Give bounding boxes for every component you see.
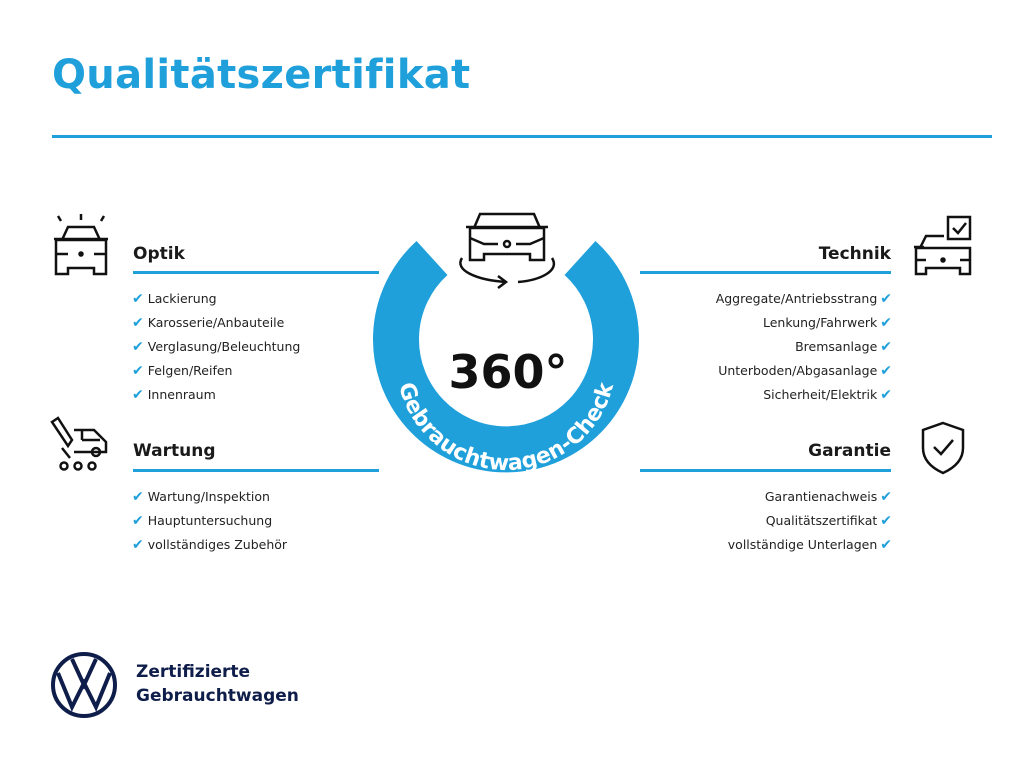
list-item: ✔ Felgen/Reifen [132, 363, 233, 379]
list-item: ✔ Innenraum [132, 387, 216, 403]
badge-number: 360° [448, 345, 567, 399]
check-icon: ✔ [132, 339, 144, 355]
list-item: Garantienachweis ✔ [764, 489, 892, 505]
list-item: Lenkung/Fahrwerk ✔ [763, 315, 892, 331]
list-item: Qualitätszertifikat ✔ [765, 513, 892, 529]
list-item: Sicherheit/Elektrik ✔ [763, 387, 892, 403]
check-icon: ✔ [132, 489, 144, 505]
section-heading-wartung: Wartung [133, 441, 216, 461]
list-item: ✔ Lackierung [132, 291, 217, 307]
list-item: vollständige Unterlagen ✔ [727, 537, 892, 553]
list-item: ✔ Hauptuntersuchung [132, 513, 273, 529]
wartung-list: ✔ Wartung/Inspektion ✔ Hauptuntersuchung ✔… [132, 485, 287, 557]
list-item: Unterboden/Abgasanlage ✔ [718, 363, 892, 379]
title-divider [52, 135, 992, 138]
360-check-badge: Gebrauchtwagen-Check 360° [373, 212, 639, 476]
check-icon: ✔ [880, 387, 892, 403]
section-divider-technik [640, 271, 891, 274]
list-item: ✔ Verglasung/Beleuchtung [132, 339, 301, 355]
check-icon: ✔ [132, 513, 144, 529]
section-heading-optik: Optik [133, 244, 185, 264]
check-icon: ✔ [132, 291, 144, 307]
list-item: Aggregate/Antriebsstrang ✔ [715, 291, 892, 307]
vw-logo [51, 652, 117, 718]
section-divider-garantie [640, 469, 891, 472]
section-divider-optik [133, 271, 379, 274]
list-item: ✔ Wartung/Inspektion [132, 489, 270, 505]
brand-line-1: Zertifizierte [136, 662, 251, 682]
list-item: ✔ vollständiges Zubehör [132, 537, 288, 553]
optik-list: ✔ Lackierung ✔ Karosserie/Anbauteile ✔ Verg… [132, 287, 300, 407]
car-rotate-icon [459, 212, 556, 289]
page-title: Qualitätszertifikat [52, 52, 471, 98]
list-item: Bremsanlage ✔ [795, 339, 892, 355]
list-item: ✔ Karosserie/Anbauteile [132, 315, 285, 331]
check-icon: ✔ [880, 489, 892, 505]
service-van-icon [50, 416, 108, 471]
check-icon: ✔ [880, 363, 892, 379]
badge-ring [373, 241, 639, 473]
brand-line-2: Gebrauchtwagen [136, 686, 299, 706]
check-icon: ✔ [880, 291, 892, 307]
check-icon: ✔ [132, 315, 144, 331]
check-icon: ✔ [880, 339, 892, 355]
car-checkbox-icon [914, 215, 972, 276]
brand-text: Zertifizierte Gebrauchtwagen [136, 660, 299, 708]
check-icon: ✔ [880, 513, 892, 529]
check-icon: ✔ [880, 537, 892, 553]
garantie-list: Garantienachweis ✔ Qualitätszertifikat ✔ v… [600, 485, 892, 557]
car-lights-icon [54, 214, 108, 276]
section-heading-technik: Technik [818, 244, 891, 264]
check-icon: ✔ [132, 387, 144, 403]
check-icon: ✔ [132, 537, 144, 553]
shield-check-icon [921, 421, 965, 475]
check-icon: ✔ [132, 363, 144, 379]
technik-list: Aggregate/Antriebsstrang ✔ Lenkung/Fahrwe… [600, 287, 892, 407]
section-divider-wartung [133, 469, 379, 472]
check-icon: ✔ [880, 315, 892, 331]
section-heading-garantie: Garantie [808, 441, 891, 461]
